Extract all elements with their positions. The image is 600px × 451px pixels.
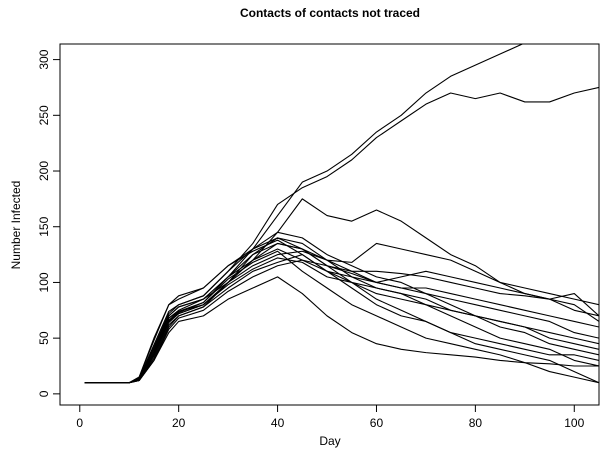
x-tick-label: 0 bbox=[76, 416, 83, 430]
y-tick-label: 200 bbox=[37, 161, 51, 181]
series-line bbox=[84, 231, 599, 384]
series-line bbox=[84, 259, 599, 384]
series-line bbox=[84, 237, 599, 384]
y-tick-label: 300 bbox=[37, 49, 51, 69]
series-line bbox=[84, 44, 524, 384]
x-tick-label: 20 bbox=[172, 416, 186, 430]
chart-title: Contacts of contacts not traced bbox=[240, 6, 420, 20]
series-line bbox=[84, 237, 599, 384]
x-axis-label: Day bbox=[319, 434, 340, 448]
x-tick-label: 60 bbox=[370, 416, 384, 430]
series-line bbox=[84, 198, 599, 384]
series-line bbox=[84, 250, 599, 384]
y-tick-label: 100 bbox=[37, 272, 51, 292]
plot-area bbox=[84, 44, 599, 384]
y-tick-label: 0 bbox=[37, 390, 51, 397]
x-tick-label: 40 bbox=[271, 416, 285, 430]
series-line bbox=[84, 254, 599, 384]
y-tick-label: 250 bbox=[37, 105, 51, 125]
x-tick-label: 100 bbox=[564, 416, 584, 430]
x-tick-label: 80 bbox=[469, 416, 483, 430]
series-line bbox=[84, 248, 599, 384]
y-axis-label: Number Infected bbox=[9, 181, 23, 270]
y-tick-label: 150 bbox=[37, 216, 51, 236]
plot-frame bbox=[59, 43, 600, 406]
y-tick-label: 50 bbox=[37, 331, 51, 345]
series-line bbox=[84, 242, 599, 384]
